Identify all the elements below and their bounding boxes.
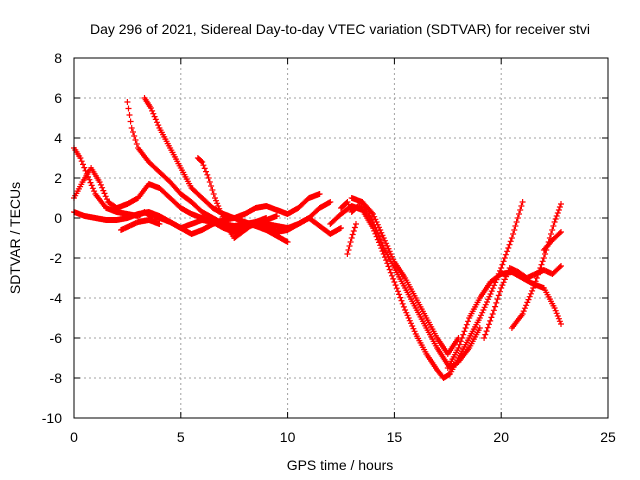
y-tick-label: -2 <box>50 250 63 266</box>
x-tick-label: 5 <box>177 429 185 445</box>
series-trace-15 <box>344 221 359 257</box>
x-tick-label: 15 <box>387 429 403 445</box>
series-markers <box>481 263 564 341</box>
y-tick-label: 0 <box>54 210 62 226</box>
y-tick-label: -6 <box>50 330 63 346</box>
series-markers <box>540 229 564 253</box>
series-trace-12 <box>481 263 564 341</box>
x-tick-label: 25 <box>600 429 616 445</box>
y-tick-label: 2 <box>54 170 62 186</box>
y-tick-label: -8 <box>50 370 63 386</box>
tick-labels: 0 5 10 15 20 25 -10 -8 -6 -4 -2 0 2 4 6 8 <box>42 50 616 445</box>
plot-frame <box>73 57 609 419</box>
y-axis-title: SDTVAR / TECUs <box>7 182 23 294</box>
ticks <box>73 57 609 419</box>
series-markers <box>327 199 526 381</box>
series-trace-9 <box>327 199 526 381</box>
y-tick-label: -10 <box>42 410 62 426</box>
chart-title: Day 296 of 2021, Sidereal Day-to-day VTE… <box>90 21 590 37</box>
x-tick-label: 0 <box>70 429 78 445</box>
series-trace-14 <box>540 229 564 253</box>
series-markers <box>344 221 359 257</box>
y-tick-label: 8 <box>54 50 62 66</box>
x-axis-title: GPS time / hours <box>287 457 394 473</box>
series-trace-5 <box>141 95 323 221</box>
y-tick-label: 4 <box>54 130 62 146</box>
grid <box>74 58 608 418</box>
series-markers <box>194 155 344 241</box>
series-trace-7 <box>118 217 163 233</box>
series-trace-13 <box>508 201 564 331</box>
y-tick-label: -4 <box>50 290 63 306</box>
series-markers <box>508 201 564 331</box>
series-trace-6 <box>194 155 344 241</box>
series-markers <box>141 95 323 221</box>
series-trace-10 <box>348 195 462 357</box>
y-tick-label: 6 <box>54 90 62 106</box>
series-markers <box>118 217 163 233</box>
series-markers <box>348 195 462 357</box>
x-tick-label: 10 <box>280 429 296 445</box>
x-tick-label: 20 <box>493 429 509 445</box>
